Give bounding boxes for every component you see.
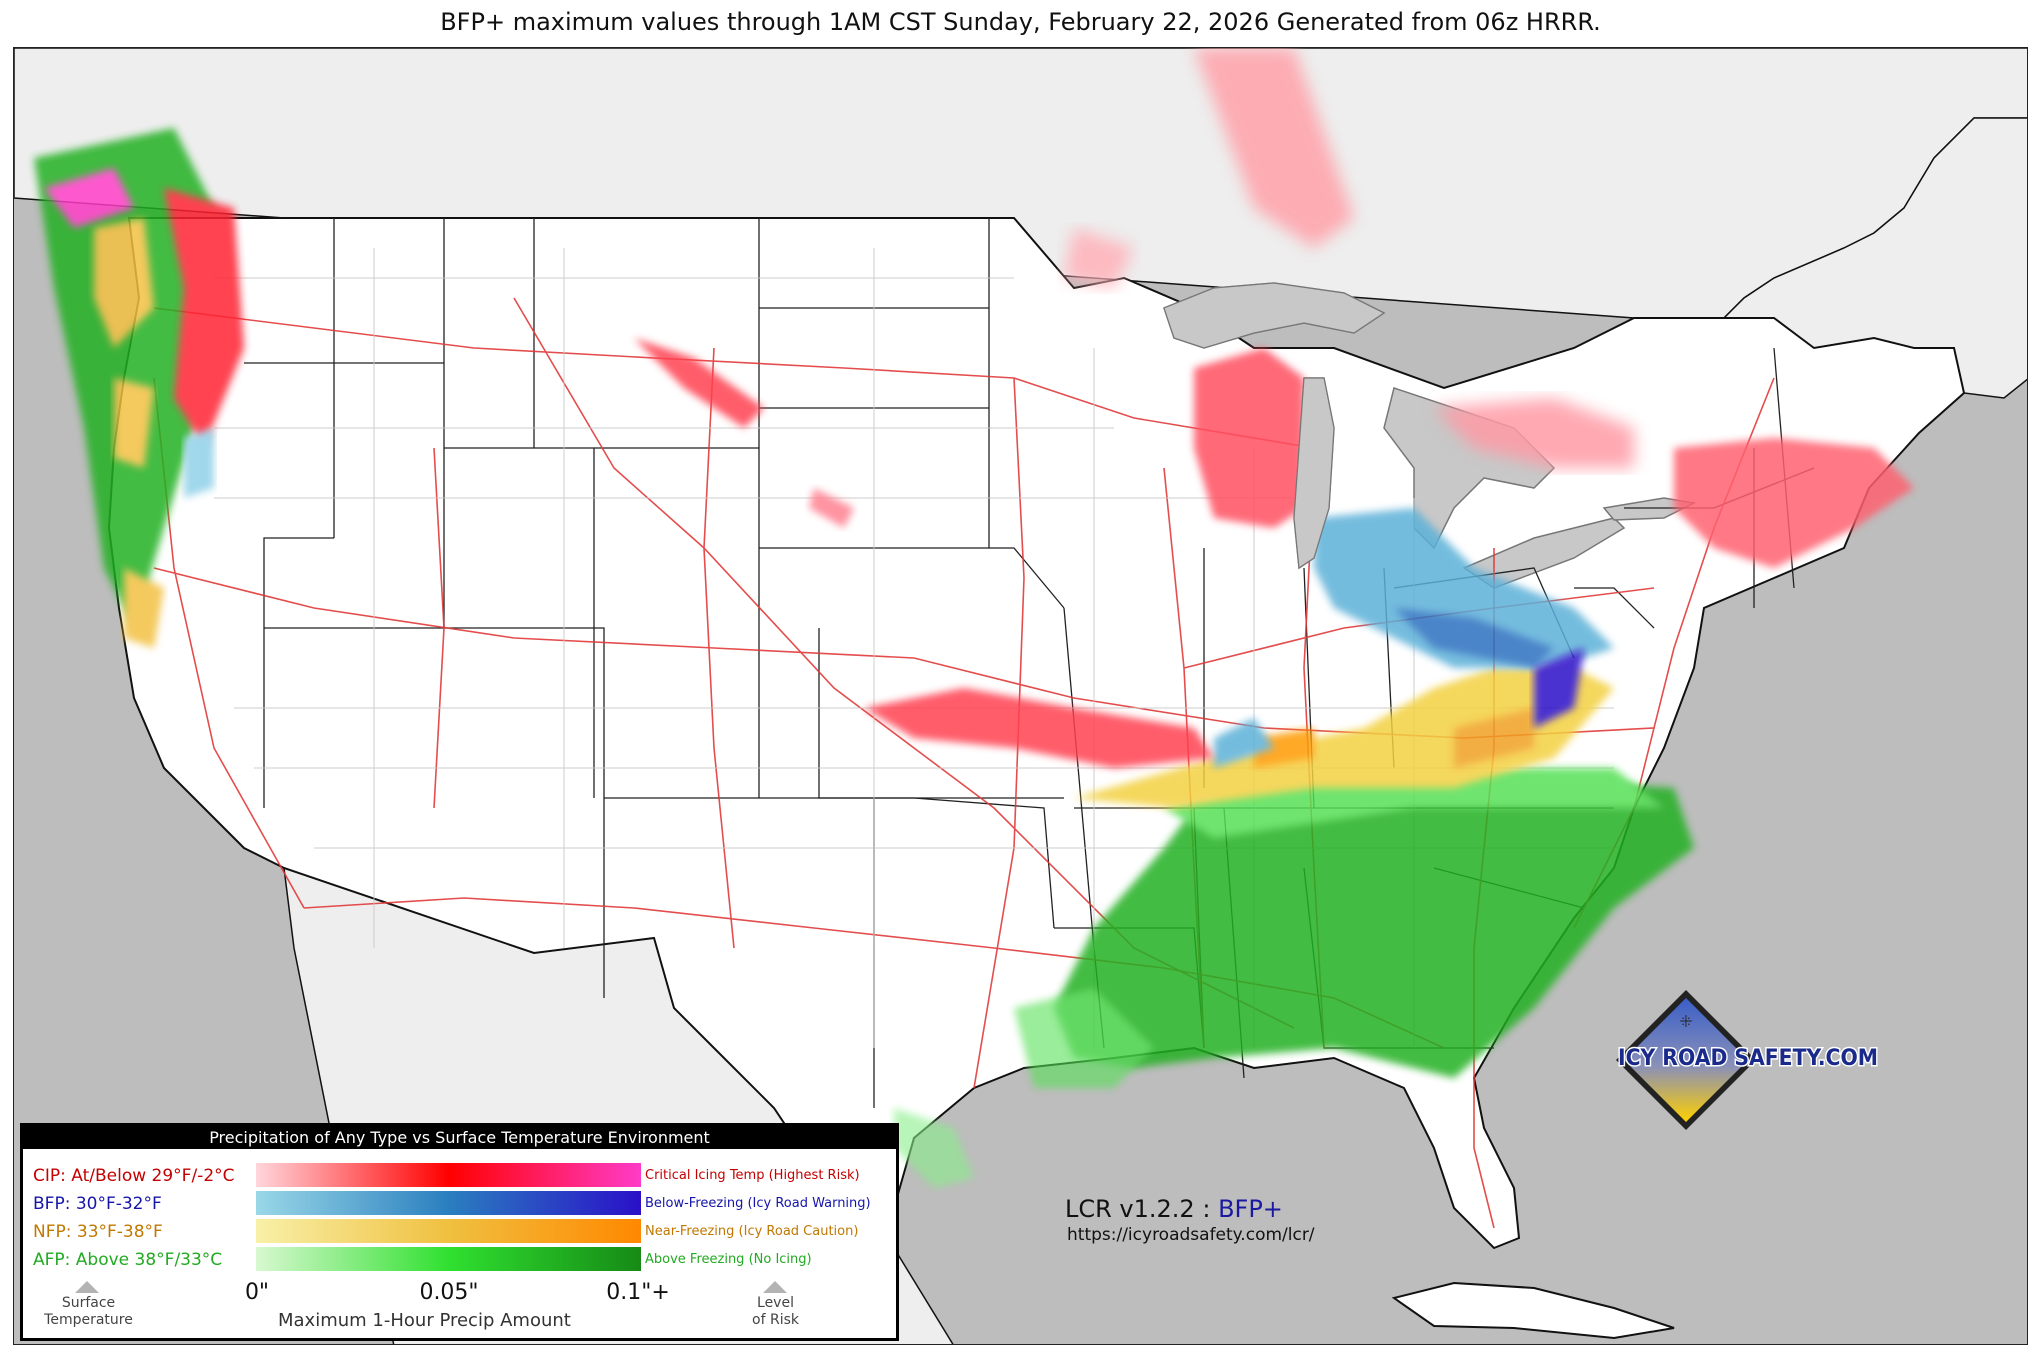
map-canvas [14,48,2027,1344]
legend-bfp-ramp [256,1191,641,1215]
precip-overlay [34,48,1914,1188]
legend-bfp-label: BFP: 30°F-32°F [33,1194,162,1214]
weather-map[interactable] [13,47,2028,1345]
legend-afp-risk: Above Freezing (No Icing) [645,1252,812,1267]
page-title: BFP+ maximum values through 1AM CST Sund… [440,8,1601,36]
legend-cip-label: CIP: At/Below 29°F/-2°C [33,1166,235,1186]
legend-afp-ramp [256,1247,641,1271]
product-version: LCR v1.2.2 : BFP+ [1065,1195,1283,1223]
legend-tick-01: 0.1"+ [606,1280,670,1305]
legend-nfp-ramp [256,1219,641,1243]
snowflake-road-sign-icon: ꔰ [1616,990,1756,1130]
legend-axis-label: Maximum 1-Hour Precip Amount [278,1310,571,1331]
legend-cip-ramp [256,1163,641,1187]
legend-tick-0: 0" [244,1280,270,1305]
site-url[interactable]: https://icyroadsafety.com/lcr/ [1067,1225,1315,1245]
cip-icing-area-northeast [1674,438,1914,568]
afp-above-freezing-area [1054,778,1694,1078]
product-name: BFP+ [1218,1195,1283,1223]
legend-tick-005: 0.05" [419,1280,479,1305]
logo-text: ICY ROAD SAFETY.COM [1618,1046,1878,1071]
bfp-below-freezing-area [1314,508,1614,668]
legend-surface-temperature-note: Surface Temperature [44,1295,133,1328]
icy-road-safety-logo: ꔰ ICY ROAD SAFETY.COM [1616,990,1880,1130]
nfp-near-freezing-band [1074,668,1614,808]
cip-icing-area-upper-midwest [1194,348,1304,528]
cip-icing-area-plains [864,688,1214,768]
cuba-landmass [1391,1281,1675,1340]
legend-bfp-risk: Below-Freezing (Icy Road Warning) [645,1196,871,1211]
precip-legend: Precipitation of Any Type vs Surface Tem… [20,1123,899,1341]
legend-header: Precipitation of Any Type vs Surface Tem… [23,1126,896,1149]
legend-afp-label: AFP: Above 38°F/33°C [33,1250,223,1270]
legend-cip-risk: Critical Icing Temp (Highest Risk) [645,1168,860,1183]
level-of-risk-arrow-icon [763,1281,787,1293]
legend-nfp-label: NFP: 33°F-38°F [33,1222,163,1242]
surface-temperature-arrow-icon [75,1281,99,1293]
svg-text:ꔰ: ꔰ [1679,1012,1693,1031]
legend-level-of-risk-note: Level of Risk [752,1295,799,1328]
legend-nfp-risk: Near-Freezing (Icy Road Caution) [645,1224,859,1239]
version-prefix: LCR v1.2.2 : [1065,1195,1211,1223]
